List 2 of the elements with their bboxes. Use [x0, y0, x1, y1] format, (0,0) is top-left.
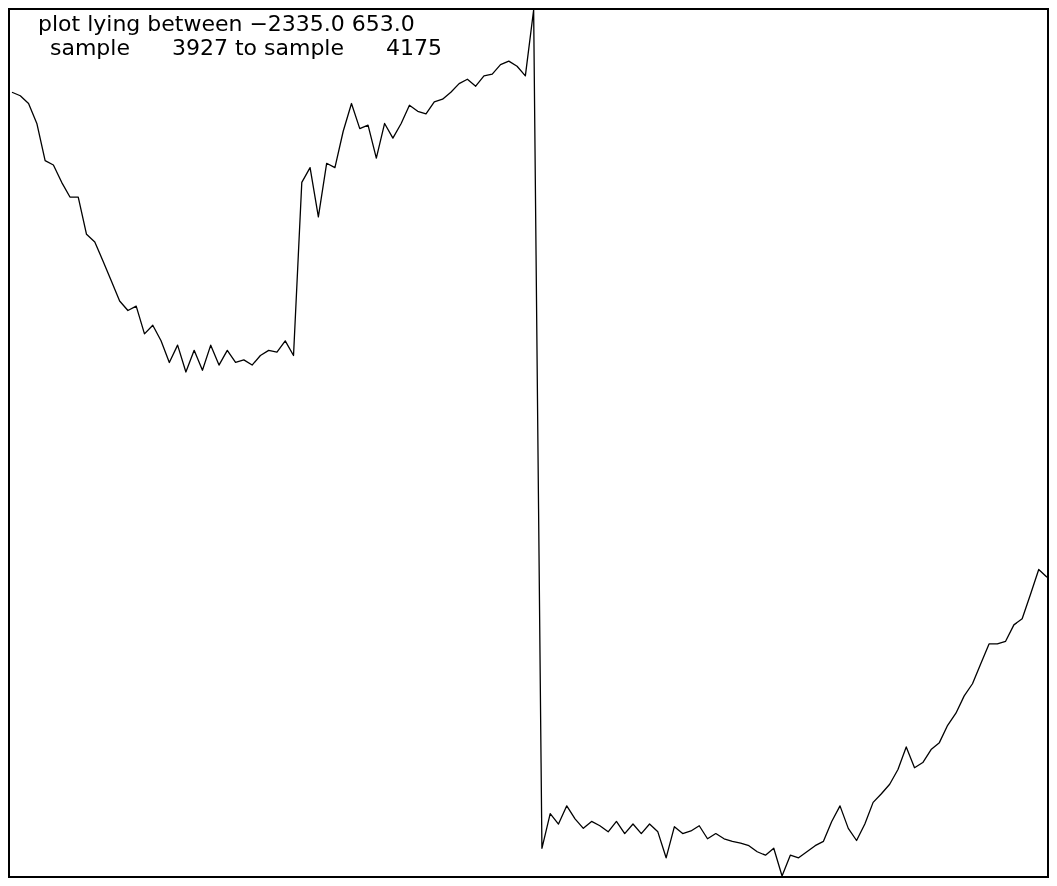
chart-title: plot lying between −2335.0 653.0 — [38, 11, 416, 36]
text: sample 3927 to sample 4175 — [49, 35, 442, 60]
